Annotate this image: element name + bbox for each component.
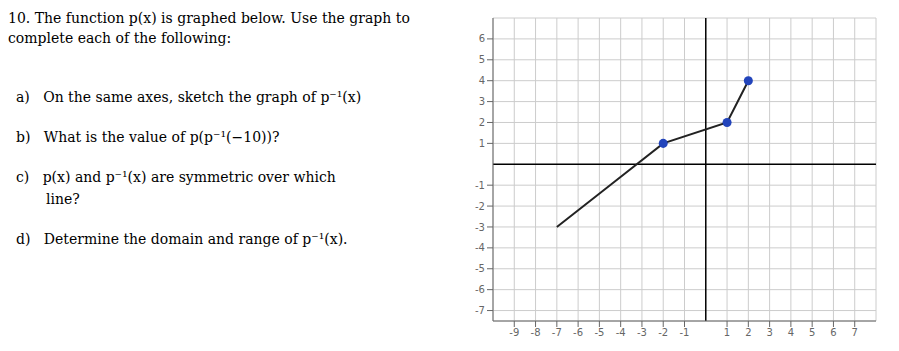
- svg-text:-1: -1: [475, 180, 485, 191]
- svg-text:4: 4: [479, 75, 485, 86]
- svg-text:-6: -6: [475, 284, 485, 295]
- html-text:b) What is the value of p(p⁻¹(: b) What is the value of p(p⁻¹(−10))?: [16, 129, 280, 145]
- svg-text:2: 2: [479, 117, 485, 128]
- svg-text:7: 7: [852, 327, 858, 338]
- svg-text:6: 6: [479, 33, 485, 44]
- svg-text:-5: -5: [475, 263, 485, 274]
- svg-text:-8: -8: [531, 327, 541, 338]
- svg-text:5: 5: [479, 54, 485, 65]
- svg-text:4: 4: [788, 327, 794, 338]
- svg-text:6: 6: [830, 327, 836, 338]
- svg-text:5: 5: [809, 327, 815, 338]
- svg-text:3: 3: [479, 96, 485, 107]
- svg-text:2: 2: [745, 327, 751, 338]
- svg-text:-3: -3: [475, 222, 485, 233]
- svg-text:-1: -1: [680, 327, 690, 338]
- svg-text:-9: -9: [509, 327, 519, 338]
- svg-text:-7: -7: [475, 305, 485, 316]
- svg-text:1: 1: [724, 327, 730, 338]
- svg-text:3: 3: [766, 327, 772, 338]
- svg-text:-5: -5: [594, 327, 604, 338]
- svg-text:1: 1: [479, 138, 485, 149]
- svg-text:-4: -4: [475, 242, 485, 253]
- svg-text:-3: -3: [637, 327, 647, 338]
- svg-text:-6: -6: [573, 327, 583, 338]
- html-text:line?: line?: [46, 191, 80, 207]
- svg-text:-7: -7: [552, 327, 562, 338]
- svg-text:-2: -2: [475, 201, 485, 212]
- html-text:c) p(x) and p⁻¹(x) are symmetr: c) p(x) and p⁻¹(x) are symmetric over wh…: [16, 169, 336, 185]
- svg-text:-2: -2: [658, 327, 668, 338]
- html-text:a) On the same axes, sketch th: a) On the same axes, sketch the graph of…: [16, 89, 362, 105]
- html-text:10. The function p(x) is graph: 10. The function p(x) is graphed below. …: [8, 10, 410, 46]
- svg-text:-4: -4: [616, 327, 626, 338]
- html-text:d) Determine the domain and ra: d) Determine the domain and range of p⁻¹…: [16, 231, 348, 247]
